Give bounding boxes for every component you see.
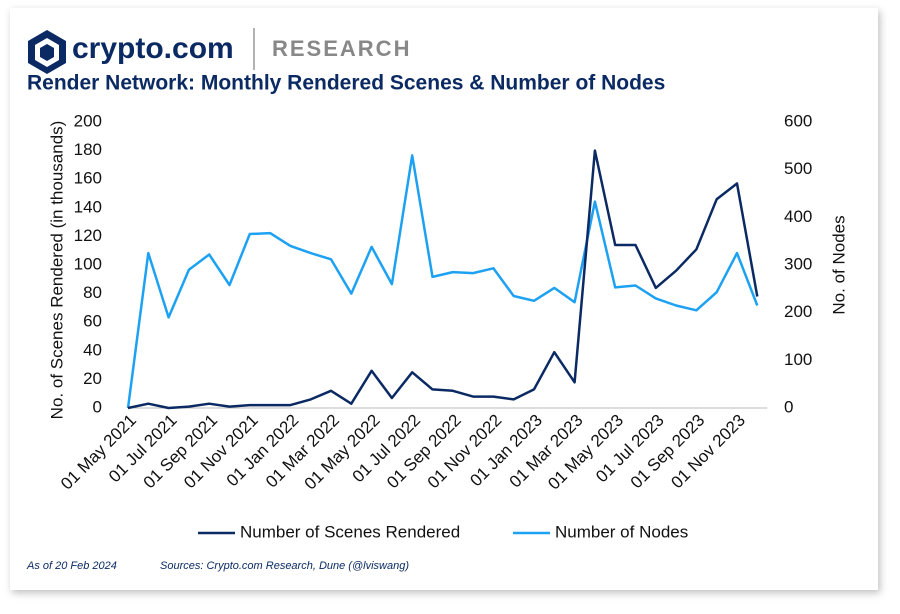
y-tick-label: 60: [83, 312, 102, 331]
y-tick-label: 20: [83, 369, 102, 388]
legend-label: Number of Scenes Rendered: [240, 522, 460, 541]
series-line: [126, 154, 759, 409]
y2-tick-label: 500: [784, 159, 812, 178]
y-tick-label: 40: [83, 340, 102, 359]
logo: [28, 30, 66, 74]
y-axis-label: No. of Scenes Rendered (in thousands): [47, 121, 66, 420]
date-note: As of 20 Feb 2024: [26, 560, 117, 572]
y-tick-label: 160: [74, 169, 102, 188]
brand: crypto.com: [72, 32, 234, 65]
chart-title: Render Network: Monthly Rendered Scenes …: [27, 72, 665, 95]
y-tick-label: 0: [93, 397, 102, 416]
y2-axis-label: No. of Nodes: [829, 215, 848, 314]
y-tick-label: 140: [74, 197, 102, 216]
y-tick-label: 80: [83, 283, 102, 302]
y2-tick-label: 600: [784, 111, 812, 130]
y-tick-label: 120: [74, 226, 102, 245]
card: [10, 8, 878, 590]
y-tick-label: 100: [74, 254, 102, 273]
y2-tick-label: 300: [784, 254, 812, 273]
legend-label: Number of Nodes: [555, 522, 688, 541]
sources: Sources: Crypto.com Research, Dune (@lvi…: [160, 560, 409, 572]
y-tick-label: 180: [74, 140, 102, 159]
y-tick-label: 200: [74, 111, 102, 130]
y2-tick-label: 200: [784, 302, 812, 321]
series-line: [127, 149, 759, 410]
y2-tick-label: 100: [784, 350, 812, 369]
section: RESEARCH: [272, 36, 411, 61]
y2-tick-label: 0: [784, 397, 793, 416]
y2-tick-label: 400: [784, 207, 812, 226]
